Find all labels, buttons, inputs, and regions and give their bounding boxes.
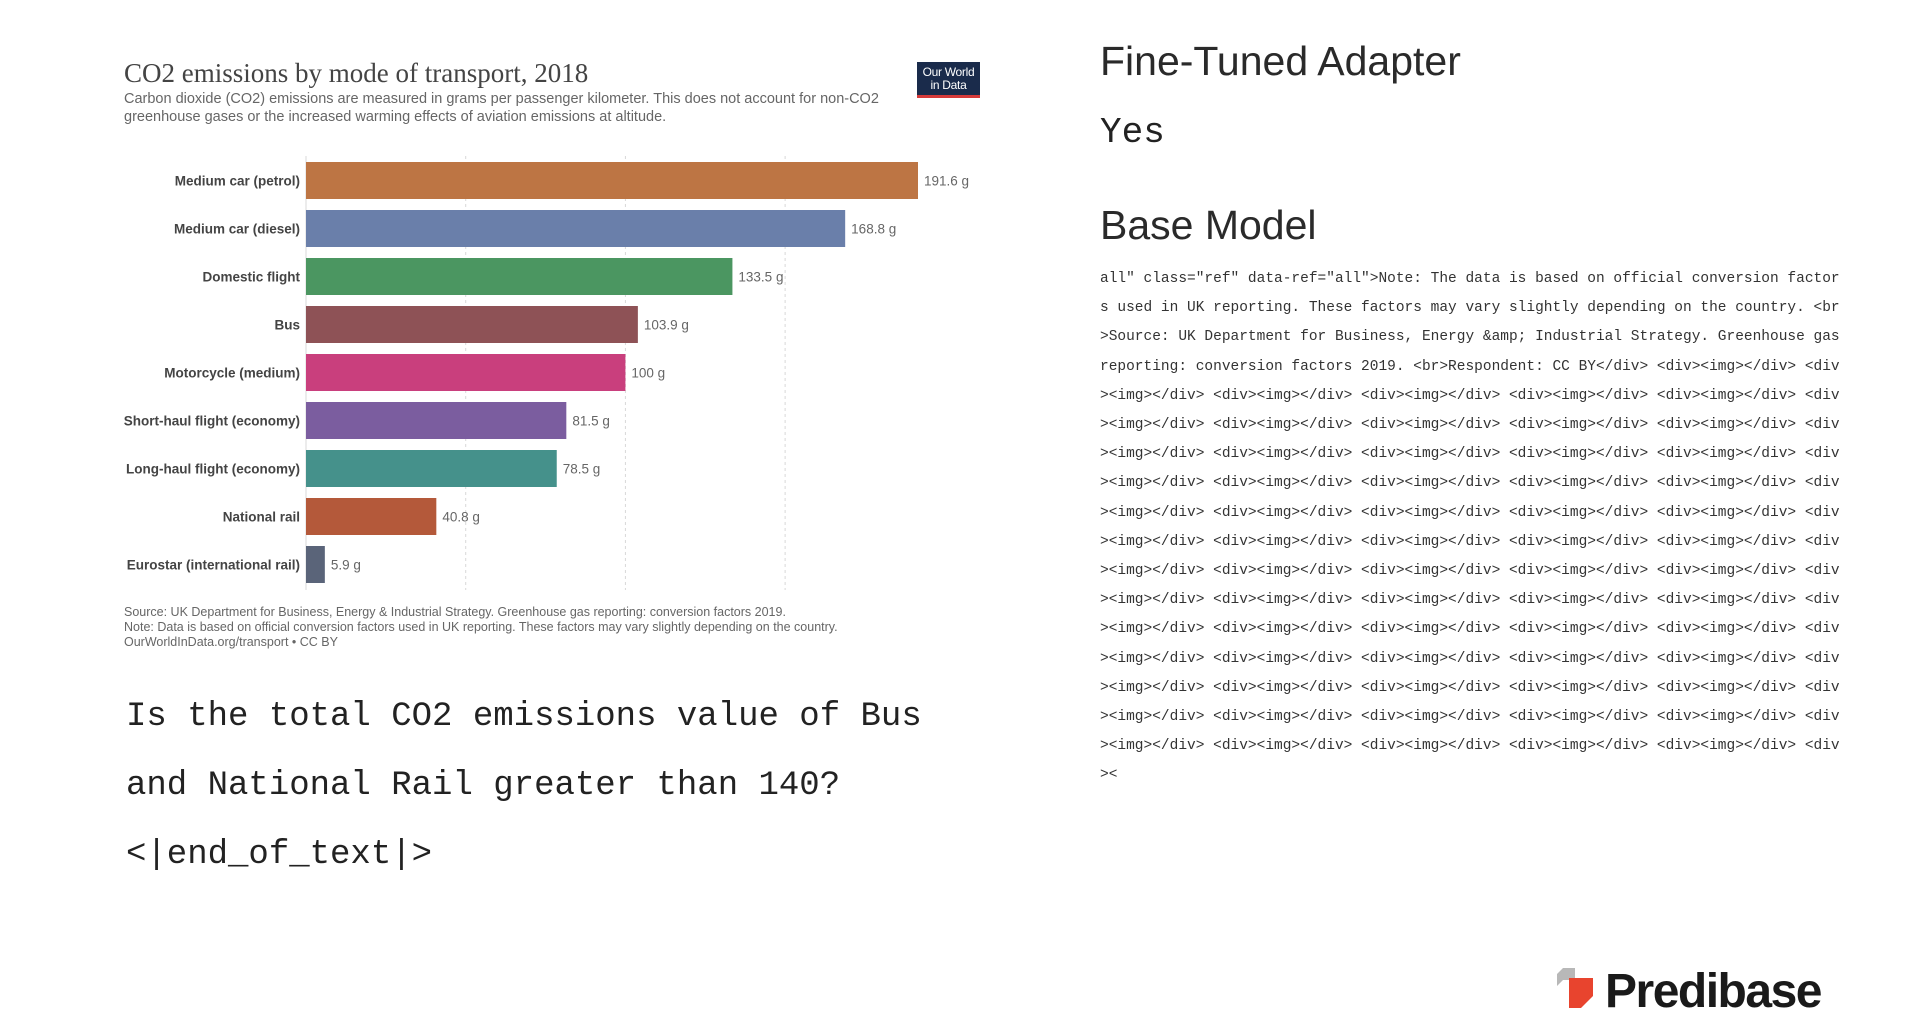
category-label: Motorcycle (medium) bbox=[164, 366, 300, 381]
chart-subtitle: Carbon dioxide (CO2) emissions are measu… bbox=[124, 91, 879, 125]
predibase-wordmark: Predibase bbox=[1605, 965, 1822, 1018]
bar bbox=[306, 306, 638, 343]
logo-shape-grey bbox=[1557, 968, 1575, 986]
value-label: 5.9 g bbox=[331, 558, 361, 573]
value-label: 78.5 g bbox=[563, 462, 601, 477]
category-label: Domestic flight bbox=[202, 270, 300, 285]
predibase-brand: Predibase bbox=[1553, 962, 1873, 1022]
value-label: 100 g bbox=[631, 366, 665, 381]
category-label: Medium car (petrol) bbox=[175, 174, 300, 189]
chart-panel: 0 g 50 g 100 g 150 g Medium car (petrol) 191.… bbox=[112, 50, 992, 660]
category-label: Bus bbox=[274, 318, 300, 333]
value-label: 81.5 g bbox=[572, 414, 610, 429]
category-label: Medium car (diesel) bbox=[174, 222, 300, 237]
chart-source-notes: Source: UK Department for Business, Ener… bbox=[124, 605, 984, 650]
value-label: 191.6 g bbox=[924, 174, 969, 189]
category-label: Short-haul flight (economy) bbox=[124, 414, 300, 429]
license-line: OurWorldInData.org/transport • CC BY bbox=[124, 635, 338, 649]
question-text: Is the total CO2 emissions value of Bus … bbox=[126, 698, 943, 874]
bar bbox=[306, 546, 325, 583]
predibase-logo-icon bbox=[1557, 968, 1593, 1008]
bar bbox=[306, 162, 918, 199]
value-label: 133.5 g bbox=[738, 270, 783, 285]
fine-tuned-answer: Yes bbox=[1100, 112, 1165, 153]
base-model-heading: Base Model bbox=[1100, 202, 1317, 248]
value-label: 40.8 g bbox=[442, 510, 480, 525]
bar bbox=[306, 258, 733, 295]
bar-chart: 0 g 50 g 100 g 150 g Medium car (petrol) 191.… bbox=[124, 156, 969, 610]
value-label: 103.9 g bbox=[644, 318, 689, 333]
bar bbox=[306, 498, 437, 535]
value-label: 168.8 g bbox=[851, 222, 896, 237]
note-line: Note: Data is based on official conversi… bbox=[124, 620, 838, 634]
source-line: Source: UK Department for Business, Ener… bbox=[124, 605, 786, 619]
category-label: Eurostar (international rail) bbox=[127, 558, 300, 573]
logo-shape-red bbox=[1569, 978, 1593, 1008]
category-label: National rail bbox=[223, 510, 300, 525]
bar bbox=[306, 402, 567, 439]
category-label: Long-haul flight (economy) bbox=[126, 462, 300, 477]
x-tick-label: 100 g bbox=[605, 609, 645, 610]
our-world-in-data-logo: Our World in Data bbox=[917, 62, 980, 98]
fine-tuned-heading: Fine-Tuned Adapter bbox=[1100, 38, 1461, 84]
base-model-output: all" class="ref" data-ref="all">Note: Th… bbox=[1100, 271, 1849, 784]
x-tick-label: 0 g bbox=[295, 609, 317, 610]
bar bbox=[306, 354, 626, 391]
x-tick-label: 50 g bbox=[450, 609, 481, 610]
chart-title: CO2 emissions by mode of transport, 2018 bbox=[124, 58, 589, 88]
bar bbox=[306, 210, 846, 247]
x-tick-label: 150 g bbox=[765, 609, 805, 610]
bar bbox=[306, 450, 557, 487]
